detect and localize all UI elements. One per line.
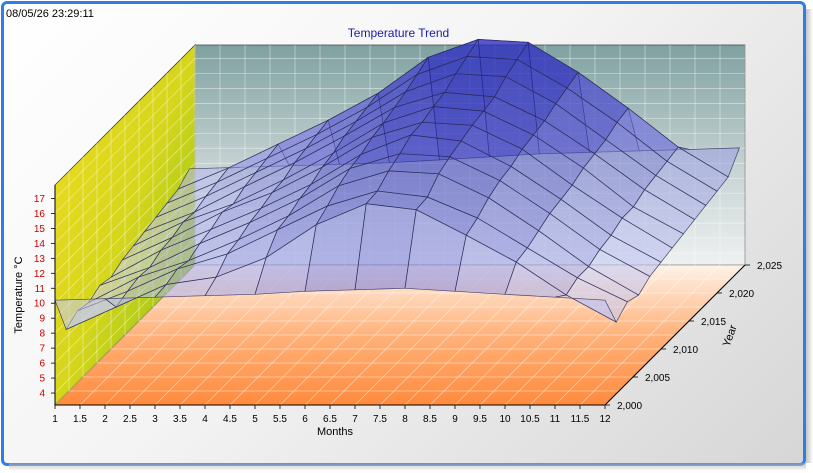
z-tick-label: 2,010	[673, 345, 698, 356]
x-tick-label: 8	[402, 414, 408, 425]
x-tick-label: 9	[452, 414, 458, 425]
y-tick-label: 5	[39, 374, 45, 385]
x-axis-title: Months	[317, 426, 354, 438]
y-tick-label: 10	[34, 299, 46, 310]
z-tick-label: 2,015	[701, 317, 726, 328]
z-tick-label: 2,020	[729, 289, 754, 300]
y-tick-label: 14	[34, 239, 46, 250]
z-axis-line	[604, 264, 746, 406]
x-tick-label: 9.5	[473, 414, 487, 425]
x-tick-label: 3.5	[173, 414, 187, 425]
x-tick-label: 3	[152, 414, 158, 425]
z-tick-label: 2,005	[645, 373, 670, 384]
x-tick-label: 10.5	[520, 414, 540, 425]
surface-group	[54, 38, 740, 331]
y-tick-label: 9	[39, 314, 45, 325]
timestamp: 08/05/26 23:29:11	[6, 8, 94, 20]
x-tick-label: 2.5	[123, 414, 137, 425]
x-tick-label: 7	[352, 414, 358, 425]
x-tick-label: 5.5	[273, 414, 287, 425]
x-tick-label: 7.5	[373, 414, 387, 425]
z-tick-label: 2,025	[757, 261, 782, 272]
x-tick-label: 11.5	[571, 414, 590, 425]
x-tick-label: 2	[102, 414, 108, 425]
y-tick-label: 6	[39, 359, 45, 370]
chart-title: Temperature Trend	[347, 26, 450, 40]
x-tick-label: 1	[52, 414, 58, 425]
x-tick-label: 12	[599, 414, 611, 425]
frame-shadow-bottom	[9, 463, 806, 471]
x-tick-label: 8.5	[423, 414, 437, 425]
y-tick-label: 17	[34, 194, 46, 205]
x-tick-label: 4.5	[223, 414, 237, 425]
y-tick-label: 11	[35, 284, 46, 295]
y-tick-label: 13	[34, 254, 46, 265]
surface-patch	[554, 294, 618, 323]
y-tick-label: 4	[39, 389, 45, 400]
ticks-group: 1 1.5 2 2.5 3 3.5 4 4.5 5 5.5 6 6.5 7 7.5 8 8.5 9 9.5 10 10…	[13, 194, 782, 438]
x-tick-label: 5	[252, 414, 258, 425]
x-tick-label: 6.5	[323, 414, 337, 425]
y-tick-label: 16	[34, 209, 46, 220]
y-tick-label: 7	[39, 344, 45, 355]
x-tick-label: 4	[202, 414, 208, 425]
x-tick-label: 10	[499, 414, 511, 425]
x-tick-label: 1.5	[73, 414, 87, 425]
z-tick-label: 2,000	[617, 401, 642, 412]
x-tick-label: 11	[550, 414, 561, 425]
x-tick-label: 6	[302, 414, 308, 425]
y-tick-label: 12	[34, 269, 46, 280]
frame-shadow-right	[806, 9, 813, 463]
y-tick-label: 15	[34, 224, 46, 235]
y-axis-title: Temperature °C	[13, 256, 25, 333]
y-tick-label: 8	[39, 329, 45, 340]
